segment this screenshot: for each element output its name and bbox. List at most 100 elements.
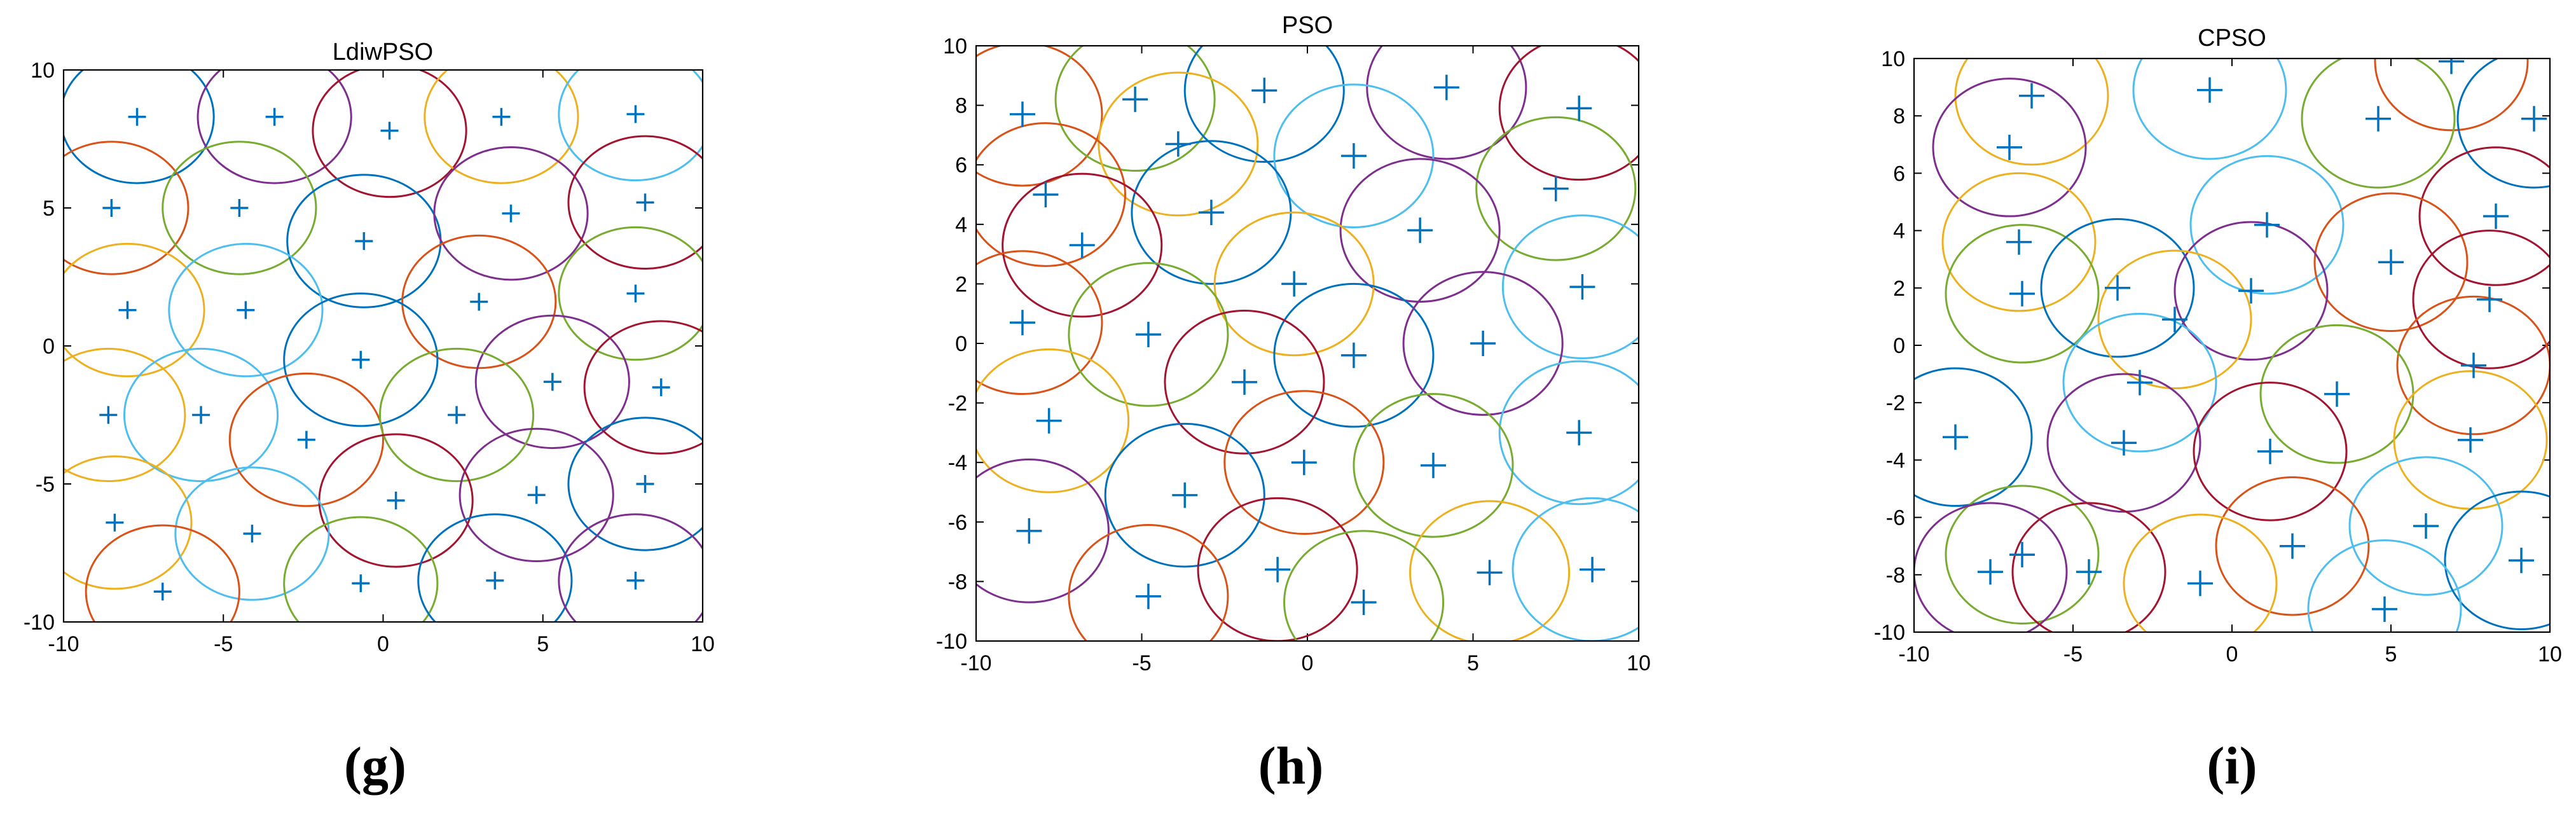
x-tick-label: 0 bbox=[377, 632, 389, 656]
coverage-circle bbox=[312, 70, 467, 198]
node-marker bbox=[1069, 232, 1095, 258]
coverage-circle bbox=[1501, 214, 1639, 359]
y-tick-label: 8 bbox=[955, 94, 967, 118]
node-marker bbox=[2483, 204, 2509, 230]
x-tick-label: 10 bbox=[691, 632, 715, 656]
coverage-circle bbox=[1932, 78, 2087, 217]
node-marker bbox=[1033, 182, 1059, 207]
node-marker bbox=[2009, 542, 2035, 568]
coverage-circle bbox=[162, 141, 317, 275]
coverage-circle bbox=[85, 524, 240, 622]
coverage-circle bbox=[2301, 59, 2456, 189]
coverage-circle bbox=[2132, 59, 2287, 160]
node-marker bbox=[1165, 131, 1191, 157]
coverage-circle bbox=[1498, 46, 1639, 181]
coverage-circle bbox=[474, 314, 630, 450]
coverage-circle bbox=[196, 70, 352, 184]
axes: -10 -5 0 5 10 -10 -8 -6 -4 -2 0 2 4 6 8 10 bbox=[1874, 47, 2562, 666]
node-marker bbox=[626, 571, 645, 590]
node-marker bbox=[352, 574, 370, 593]
coverage-circle bbox=[424, 70, 579, 184]
coverage-circle bbox=[1941, 172, 2097, 312]
coverage-circle bbox=[1223, 390, 1385, 535]
coverage-circle bbox=[1409, 500, 1571, 641]
coverage-circle bbox=[2173, 221, 2329, 361]
x-tick-label: -10 bbox=[960, 651, 991, 675]
y-tick-label: -4 bbox=[948, 451, 967, 475]
node-marker bbox=[2413, 513, 2439, 539]
x-tick-label: -5 bbox=[2063, 642, 2083, 666]
y-tick-label: -10 bbox=[936, 630, 967, 654]
node-marker bbox=[652, 378, 670, 397]
y-tick-label: 5 bbox=[43, 197, 55, 221]
coverage-circle bbox=[2307, 539, 2462, 632]
y-tick-label: -2 bbox=[1886, 391, 1905, 415]
coverage-circle bbox=[433, 146, 589, 281]
node-marker bbox=[118, 301, 137, 319]
y-tick-label: 6 bbox=[955, 153, 967, 177]
node-marker bbox=[297, 431, 315, 449]
node-marker bbox=[192, 406, 210, 424]
chart-panel-pso: PSO -10 -5 0 5 10 -10 -8 -6 -4 -2 0 2 4 6 8 10 (h) bbox=[936, 12, 1651, 796]
node-marker bbox=[1433, 74, 1459, 100]
node-marker bbox=[128, 107, 146, 126]
x-tick-label: -10 bbox=[1898, 642, 1929, 666]
node-marker bbox=[2238, 278, 2264, 304]
coverage-circle bbox=[64, 70, 215, 184]
node-marker bbox=[2324, 381, 2350, 407]
node-marker bbox=[1569, 274, 1595, 300]
node-marker bbox=[2372, 596, 2397, 622]
coverage-circle bbox=[1164, 310, 1325, 455]
coverage-circle bbox=[1104, 422, 1265, 568]
node-marker bbox=[230, 199, 249, 217]
x-tick-label: -5 bbox=[1132, 651, 1151, 675]
node-marker bbox=[2378, 249, 2404, 275]
coverage-circle bbox=[2412, 230, 2550, 369]
node-marker bbox=[1543, 176, 1569, 202]
node-marker bbox=[243, 525, 261, 543]
node-marker bbox=[1978, 559, 2003, 585]
coverage-circle bbox=[64, 455, 193, 590]
node-marker bbox=[2187, 570, 2213, 597]
coverage-circle bbox=[2062, 312, 2217, 453]
coverage-circle bbox=[1945, 224, 2100, 364]
coverage-circle bbox=[976, 250, 1103, 396]
y-tick-label: -10 bbox=[1874, 621, 1905, 645]
x-tick-label: -10 bbox=[48, 632, 79, 656]
node-marker bbox=[2509, 548, 2534, 574]
node-marker bbox=[1009, 101, 1035, 127]
node-marker bbox=[2366, 106, 2391, 132]
node-marker bbox=[2162, 307, 2187, 333]
y-tick-label: 6 bbox=[1893, 162, 1905, 186]
coverage-circle bbox=[976, 122, 1126, 267]
node-marker bbox=[636, 475, 654, 493]
y-tick-label: -2 bbox=[948, 392, 967, 416]
coverage-circle bbox=[558, 70, 703, 182]
node-marker bbox=[2439, 59, 2464, 74]
node-marker bbox=[470, 293, 488, 311]
node-marker bbox=[1135, 321, 1161, 347]
y-tick-label: -6 bbox=[1886, 506, 1905, 530]
chart-title: CPSO bbox=[2198, 25, 2266, 52]
coverage-circle bbox=[401, 234, 557, 369]
coverage-circle bbox=[558, 513, 703, 622]
plot-area bbox=[976, 46, 1639, 641]
node-marker bbox=[1351, 590, 1377, 616]
node-marker bbox=[2458, 427, 2483, 453]
y-tick-label: 0 bbox=[955, 332, 967, 356]
node-marker bbox=[1407, 217, 1433, 244]
plot-frame bbox=[1913, 57, 2551, 633]
node-marker bbox=[486, 571, 504, 590]
node-marker bbox=[2076, 559, 2102, 585]
node-marker bbox=[2461, 352, 2486, 378]
x-tick-label: 5 bbox=[537, 632, 549, 656]
y-tick-label: 0 bbox=[1893, 334, 1905, 358]
node-marker bbox=[2009, 280, 2035, 307]
coverage-circle bbox=[976, 459, 1110, 604]
node-marker bbox=[1232, 369, 1258, 395]
node-marker bbox=[237, 301, 255, 319]
x-tick-label: 10 bbox=[1627, 651, 1651, 675]
coverage-circle bbox=[2123, 513, 2278, 632]
coverage-circle bbox=[1914, 502, 2068, 632]
